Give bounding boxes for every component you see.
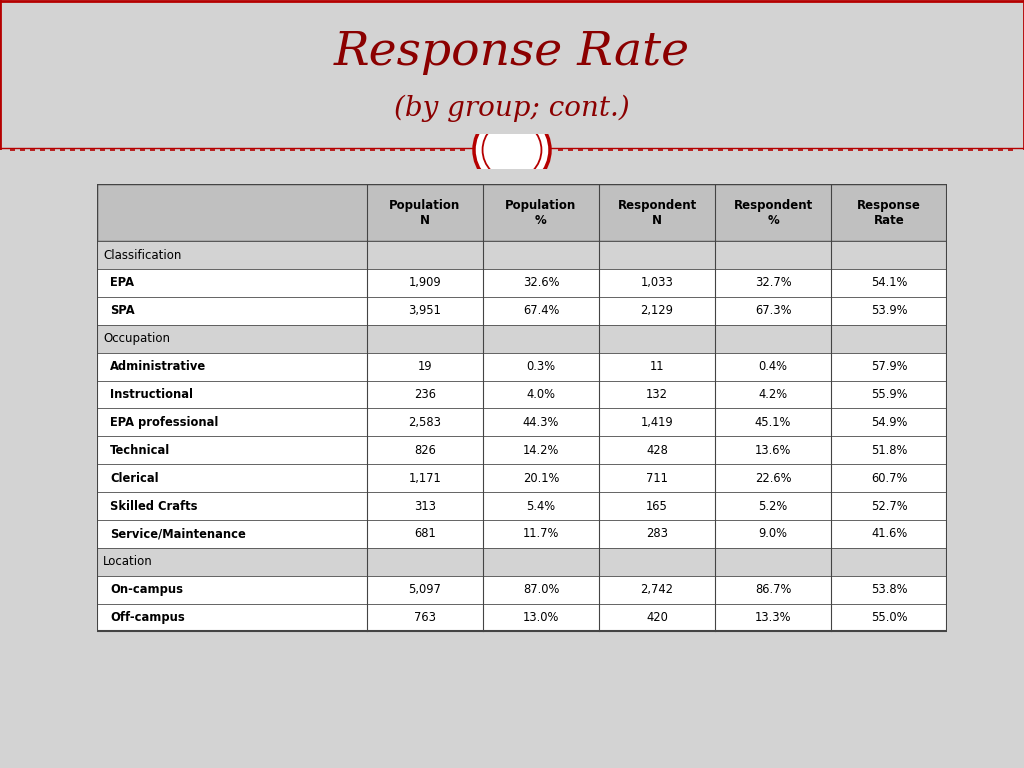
Text: 681: 681 <box>414 528 436 541</box>
Text: 826: 826 <box>414 444 436 457</box>
Text: 86.7%: 86.7% <box>755 583 792 596</box>
Text: 13.3%: 13.3% <box>755 611 792 624</box>
Text: 1,171: 1,171 <box>409 472 441 485</box>
Text: 3,951: 3,951 <box>409 304 441 317</box>
Text: 428: 428 <box>646 444 668 457</box>
Text: 1,909: 1,909 <box>409 276 441 290</box>
Text: Population
N: Population N <box>389 199 461 227</box>
Text: SPA: SPA <box>110 304 134 317</box>
FancyBboxPatch shape <box>97 297 947 325</box>
FancyBboxPatch shape <box>97 325 947 353</box>
Text: 13.0%: 13.0% <box>523 611 559 624</box>
Text: Respondent
%: Respondent % <box>733 199 813 227</box>
Text: 9.0%: 9.0% <box>759 528 787 541</box>
Text: 1,033: 1,033 <box>641 276 674 290</box>
FancyBboxPatch shape <box>97 381 947 409</box>
FancyBboxPatch shape <box>97 520 947 548</box>
Text: 54.1%: 54.1% <box>871 276 907 290</box>
Text: 45.1%: 45.1% <box>755 415 792 429</box>
Ellipse shape <box>474 112 550 188</box>
Text: 4.2%: 4.2% <box>759 388 787 401</box>
FancyBboxPatch shape <box>97 576 947 604</box>
FancyBboxPatch shape <box>97 464 947 492</box>
Text: Administrative: Administrative <box>110 360 206 373</box>
FancyBboxPatch shape <box>97 492 947 520</box>
Text: Respondent
N: Respondent N <box>617 199 696 227</box>
FancyBboxPatch shape <box>97 436 947 464</box>
Text: 0.4%: 0.4% <box>759 360 787 373</box>
Text: 32.7%: 32.7% <box>755 276 792 290</box>
Text: Response Rate: Response Rate <box>334 30 690 75</box>
Text: Population
%: Population % <box>506 199 577 227</box>
FancyBboxPatch shape <box>97 269 947 297</box>
Text: 55.9%: 55.9% <box>871 388 907 401</box>
Text: 5.4%: 5.4% <box>526 499 556 512</box>
Text: Off-campus: Off-campus <box>110 611 184 624</box>
Text: 87.0%: 87.0% <box>523 583 559 596</box>
Text: 67.4%: 67.4% <box>523 304 559 317</box>
Text: 44.3%: 44.3% <box>523 415 559 429</box>
Text: 283: 283 <box>646 528 668 541</box>
FancyBboxPatch shape <box>97 353 947 381</box>
Text: 57.9%: 57.9% <box>871 360 907 373</box>
Text: 711: 711 <box>646 472 668 485</box>
Text: 53.8%: 53.8% <box>871 583 907 596</box>
FancyBboxPatch shape <box>97 548 947 576</box>
Text: Technical: Technical <box>110 444 170 457</box>
Text: 313: 313 <box>414 499 436 512</box>
Text: 2,129: 2,129 <box>641 304 674 317</box>
Text: 2,583: 2,583 <box>409 415 441 429</box>
Text: 2,742: 2,742 <box>641 583 674 596</box>
Text: On-campus: On-campus <box>110 583 183 596</box>
Text: 5.2%: 5.2% <box>759 499 787 512</box>
Text: 5,097: 5,097 <box>409 583 441 596</box>
Text: 11.7%: 11.7% <box>523 528 559 541</box>
Text: Instructional: Instructional <box>110 388 194 401</box>
FancyBboxPatch shape <box>97 604 947 631</box>
Text: 41.6%: 41.6% <box>871 528 907 541</box>
Text: Service/Maintenance: Service/Maintenance <box>110 528 246 541</box>
Text: 165: 165 <box>646 499 668 512</box>
Text: Clerical: Clerical <box>110 472 159 485</box>
Text: Skilled Crafts: Skilled Crafts <box>110 499 198 512</box>
Text: Classification: Classification <box>103 249 181 262</box>
Text: EPA professional: EPA professional <box>110 415 218 429</box>
Text: 67.3%: 67.3% <box>755 304 792 317</box>
Text: 132: 132 <box>646 388 668 401</box>
Text: Location: Location <box>103 555 153 568</box>
Text: Occupation: Occupation <box>103 333 170 346</box>
FancyBboxPatch shape <box>97 409 947 436</box>
Text: 13.6%: 13.6% <box>755 444 792 457</box>
Text: 0.3%: 0.3% <box>526 360 556 373</box>
Text: 19: 19 <box>418 360 432 373</box>
Text: 20.1%: 20.1% <box>523 472 559 485</box>
Text: 53.9%: 53.9% <box>871 304 907 317</box>
Text: 763: 763 <box>414 611 436 624</box>
Text: EPA: EPA <box>110 276 134 290</box>
Text: (by group; cont.): (by group; cont.) <box>394 94 630 121</box>
Text: 22.6%: 22.6% <box>755 472 792 485</box>
Text: 14.2%: 14.2% <box>523 444 559 457</box>
Text: 60.7%: 60.7% <box>871 472 907 485</box>
Text: 54.9%: 54.9% <box>871 415 907 429</box>
Text: 4.0%: 4.0% <box>526 388 555 401</box>
Text: 420: 420 <box>646 611 668 624</box>
FancyBboxPatch shape <box>97 184 947 241</box>
Text: 1,419: 1,419 <box>641 415 674 429</box>
Text: 55.0%: 55.0% <box>871 611 907 624</box>
Text: Response
Rate: Response Rate <box>857 199 922 227</box>
FancyBboxPatch shape <box>97 241 947 269</box>
Text: 32.6%: 32.6% <box>522 276 559 290</box>
Text: 52.7%: 52.7% <box>870 499 907 512</box>
Text: 236: 236 <box>414 388 436 401</box>
Text: 51.8%: 51.8% <box>871 444 907 457</box>
Text: 11: 11 <box>650 360 665 373</box>
